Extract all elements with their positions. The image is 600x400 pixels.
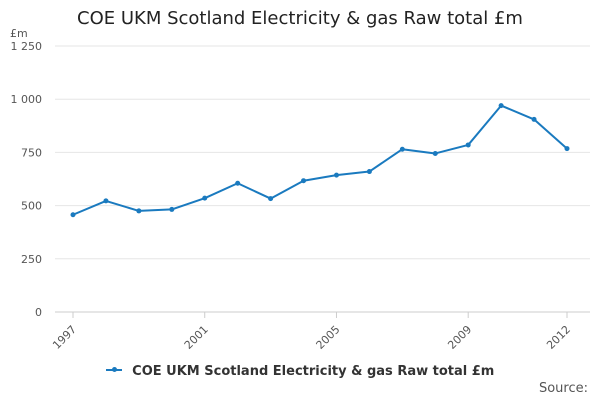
data-point[interactable] (498, 103, 504, 109)
y-tick-label: 250 (21, 253, 42, 266)
legend-line-marker-icon (105, 366, 122, 372)
legend-label: COE UKM Scotland Electricity & gas Raw t… (132, 364, 495, 379)
y-tick-label: 750 (21, 146, 42, 159)
series-line[interactable] (72, 104, 568, 216)
data-point[interactable] (235, 180, 241, 186)
y-axis-unit-label: £m (10, 27, 28, 40)
x-tick-label: 2012 (544, 323, 573, 352)
data-point[interactable] (564, 146, 570, 152)
data-point[interactable] (333, 172, 339, 178)
data-point[interactable] (202, 195, 208, 201)
x-tick-label: 1997 (50, 323, 79, 352)
y-tick-label: 1 250 (11, 40, 43, 53)
data-point[interactable] (136, 208, 142, 214)
data-point[interactable] (268, 196, 274, 202)
legend[interactable]: COE UKM Scotland Electricity & gas Raw t… (0, 364, 600, 379)
data-point[interactable] (432, 150, 438, 156)
data-point[interactable] (366, 169, 372, 175)
data-point[interactable] (465, 142, 471, 148)
x-tick-label: 2005 (314, 323, 343, 352)
x-tick-label: 2009 (445, 323, 474, 352)
data-point[interactable] (169, 206, 175, 212)
y-tick-label: 0 (35, 306, 42, 319)
source-label: Source: (538, 381, 588, 396)
data-point[interactable] (531, 116, 537, 122)
chart-title: COE UKM Scotland Electricity & gas Raw t… (77, 8, 523, 29)
data-point[interactable] (103, 198, 109, 204)
data-point[interactable] (301, 178, 307, 184)
y-tick-label: 500 (21, 200, 42, 213)
x-tick-label: 2001 (182, 323, 211, 352)
y-tick-label: 1 000 (11, 93, 43, 106)
data-point[interactable] (70, 212, 76, 218)
data-point[interactable] (399, 146, 405, 152)
